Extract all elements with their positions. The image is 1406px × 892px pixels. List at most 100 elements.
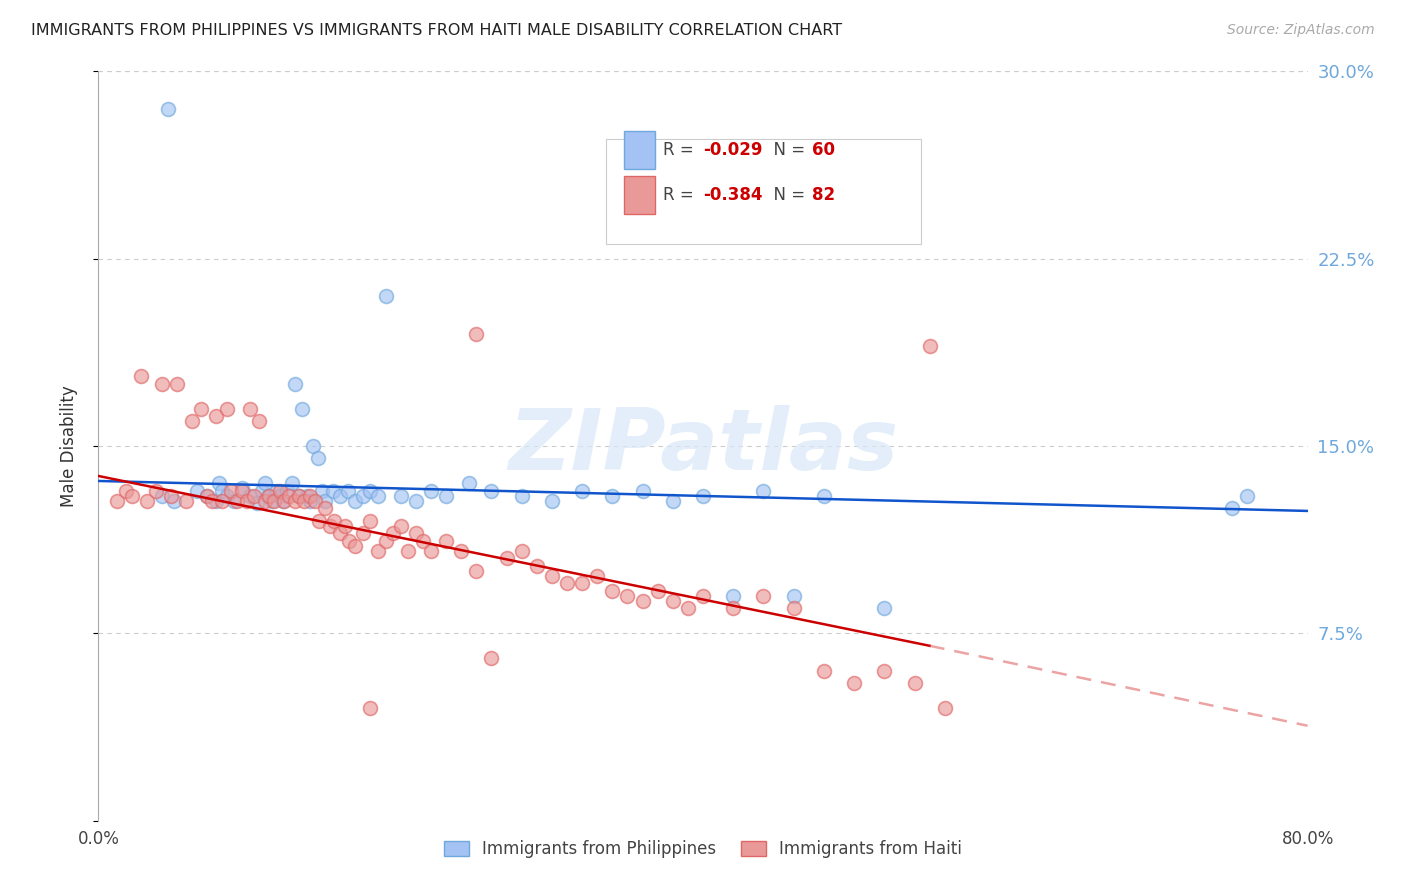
Point <box>304 494 326 508</box>
Point <box>412 533 434 548</box>
Text: R =: R = <box>664 186 699 204</box>
Point <box>269 489 291 503</box>
Point <box>510 544 533 558</box>
Point <box>262 494 284 508</box>
Point <box>269 483 291 498</box>
Point <box>295 489 318 503</box>
Point <box>661 594 683 608</box>
Point <box>396 544 419 558</box>
Text: N =: N = <box>763 186 811 204</box>
Point <box>246 496 269 510</box>
Point <box>783 601 806 615</box>
Point <box>337 533 360 548</box>
Point <box>205 409 228 423</box>
Point <box>281 476 304 491</box>
Text: R =: R = <box>664 141 699 159</box>
Point <box>329 489 352 503</box>
Point <box>374 289 396 303</box>
Point <box>215 489 238 503</box>
Point <box>160 489 183 503</box>
Text: -0.029: -0.029 <box>703 141 762 159</box>
Point <box>205 494 228 508</box>
Point <box>284 376 307 391</box>
Point <box>571 576 593 591</box>
Point <box>323 514 346 528</box>
Point <box>631 483 654 498</box>
Point <box>420 483 443 498</box>
Point <box>291 401 314 416</box>
Point <box>277 489 299 503</box>
Point <box>211 483 233 498</box>
Point <box>602 489 624 503</box>
Point <box>271 494 294 508</box>
Point <box>201 494 224 508</box>
Point <box>352 526 374 541</box>
Point <box>292 494 315 508</box>
Point <box>813 489 835 503</box>
Point <box>495 551 517 566</box>
Point <box>647 583 669 598</box>
Point <box>723 589 745 603</box>
Point <box>273 494 295 508</box>
Point <box>156 102 179 116</box>
Point <box>288 489 311 503</box>
Point <box>752 589 775 603</box>
Point <box>389 519 412 533</box>
Point <box>208 476 231 491</box>
Point <box>266 483 288 498</box>
Point <box>150 489 173 503</box>
Point <box>256 489 278 503</box>
Point <box>344 539 367 553</box>
Point <box>723 601 745 615</box>
Point <box>174 494 197 508</box>
Point <box>243 489 266 503</box>
Point <box>181 414 204 428</box>
Point <box>571 483 593 498</box>
Point <box>873 664 896 678</box>
Point <box>540 569 562 583</box>
Point <box>311 483 333 498</box>
Point <box>631 594 654 608</box>
Point <box>540 494 562 508</box>
Point <box>904 676 927 690</box>
Point <box>405 494 427 508</box>
Point <box>360 483 382 498</box>
Point <box>314 501 336 516</box>
Point <box>333 519 356 533</box>
Point <box>352 489 374 503</box>
Point <box>186 483 208 498</box>
Point <box>481 651 503 665</box>
Text: -0.384: -0.384 <box>703 186 762 204</box>
Point <box>465 564 488 578</box>
Point <box>692 589 714 603</box>
Point <box>250 483 273 498</box>
Point <box>224 494 246 508</box>
Point <box>211 494 233 508</box>
Point <box>299 489 322 503</box>
Point <box>329 526 352 541</box>
Point <box>692 489 714 503</box>
Point <box>235 494 257 508</box>
Point <box>873 601 896 615</box>
Point <box>510 489 533 503</box>
Point <box>105 494 128 508</box>
FancyBboxPatch shape <box>606 139 921 244</box>
Point <box>288 489 311 503</box>
FancyBboxPatch shape <box>624 131 655 169</box>
Point <box>263 494 285 508</box>
Point <box>307 451 329 466</box>
Point <box>405 526 427 541</box>
Y-axis label: Male Disability: Male Disability <box>59 385 77 507</box>
Point <box>299 494 322 508</box>
Text: Source: ZipAtlas.com: Source: ZipAtlas.com <box>1227 23 1375 37</box>
Point <box>389 489 412 503</box>
Point <box>195 489 218 503</box>
Point <box>367 544 389 558</box>
Text: 60: 60 <box>811 141 835 159</box>
Point <box>661 494 683 508</box>
Point <box>434 533 457 548</box>
Point <box>276 483 298 498</box>
Point <box>231 483 253 498</box>
Point <box>616 589 638 603</box>
Point <box>322 483 344 498</box>
